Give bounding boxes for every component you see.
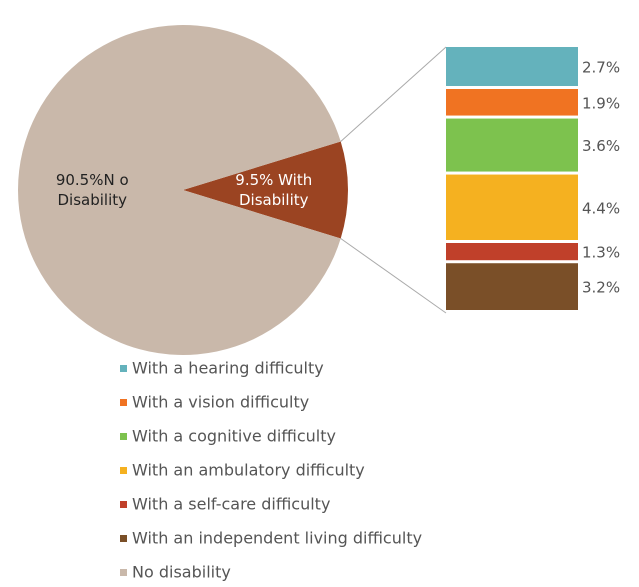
value-label: 1.3% — [582, 244, 620, 262]
legend-label: With a vision difficulty — [132, 393, 309, 412]
legend-swatch — [120, 433, 127, 440]
legend-label: With an independent living difficulty — [132, 529, 422, 548]
connector — [340, 238, 447, 314]
pie-label: 9.5% With Disability — [235, 171, 313, 209]
legend-swatch — [120, 365, 127, 372]
legend-label: With an ambulatory difficulty — [132, 461, 365, 480]
pie-slice — [17, 24, 341, 355]
bar-segment — [446, 89, 578, 116]
legend-swatch — [120, 535, 127, 542]
value-label: 4.4% — [582, 199, 620, 217]
value-label: 3.6% — [582, 137, 620, 155]
bar-segment — [446, 174, 578, 240]
value-label: 3.2% — [582, 279, 620, 297]
pie-slice — [183, 141, 348, 239]
value-label: 2.7% — [582, 59, 620, 77]
legend-swatch — [120, 399, 127, 406]
bar-segment — [446, 47, 578, 86]
bar-segment — [446, 118, 578, 172]
bar-segment — [446, 243, 578, 261]
value-label: 1.9% — [582, 94, 620, 112]
legend-swatch — [120, 569, 127, 576]
legend-label: With a hearing difficulty — [132, 359, 324, 378]
legend-swatch — [120, 501, 127, 508]
legend-label: With a cognitive difficulty — [132, 427, 336, 446]
bar-segment — [446, 263, 578, 310]
connector — [340, 46, 447, 142]
legend-label: With a self-care difficulty — [132, 495, 330, 514]
pie-label: 90.5%N o Disability — [55, 171, 129, 209]
legend-label: No disability — [132, 563, 231, 582]
legend-swatch — [120, 467, 127, 474]
